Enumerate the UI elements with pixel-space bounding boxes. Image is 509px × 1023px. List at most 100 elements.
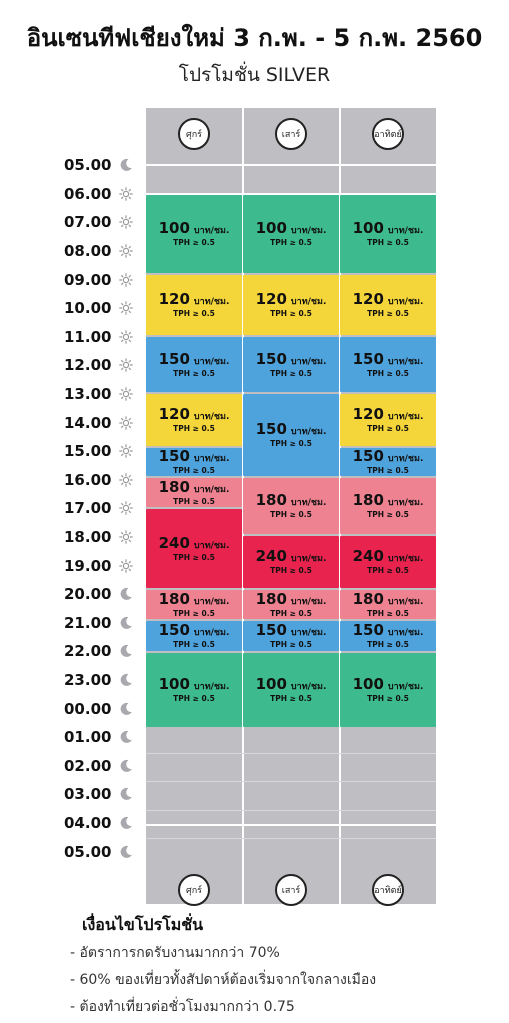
price-unit: บาท/ชม. [290, 498, 327, 508]
price-block: 180 บาท/ชม. TPH ≥ 0.5 [243, 478, 339, 534]
time-row: 15.00 [64, 437, 144, 466]
hour-line [146, 752, 436, 754]
conditions-title: เงื่อนไขโปรโมชั่น [82, 915, 204, 934]
price-unit: บาท/ชม. [193, 226, 230, 236]
price-line: 180 บาท/ชม. [256, 591, 327, 607]
time-row: 22.00 [64, 637, 144, 666]
price-value: 100 [158, 219, 190, 237]
sun-icon [118, 443, 134, 459]
column-separator [241, 108, 244, 904]
tph-requirement: TPH ≥ 0.5 [367, 640, 409, 649]
sun-icon [118, 472, 134, 488]
price-unit: บาท/ชม. [387, 596, 424, 607]
price-line: 180 บาท/ชม. [159, 591, 230, 607]
sun-icon [118, 558, 134, 574]
price-value: 120 [158, 405, 190, 423]
price-value: 180 [255, 491, 287, 509]
row-separator [146, 192, 436, 195]
moon-icon [118, 157, 134, 173]
tph-requirement: TPH ≥ 0.5 [367, 368, 409, 378]
moon-icon [118, 786, 134, 802]
time-row: 17.00 [64, 494, 144, 523]
time-label: 01.00 [64, 728, 112, 747]
price-block: 120 บาท/ชม. TPH ≥ 0.5 [146, 394, 242, 446]
price-unit: บาท/ชม. [387, 554, 424, 564]
tph-requirement: TPH ≥ 0.5 [367, 466, 409, 475]
price-line: 120 บาท/ชม. [159, 407, 230, 422]
price-unit: บาท/ชม. [387, 356, 424, 367]
time-label: 13.00 [64, 385, 112, 404]
moon-icon [118, 615, 134, 631]
price-line: 150 บาท/ชม. [353, 623, 424, 638]
price-value: 150 [158, 349, 190, 368]
sun-icon [118, 214, 134, 230]
price-block: 150 บาท/ชม. TPH ≥ 0.5 [243, 621, 339, 651]
price-value: 150 [158, 621, 190, 639]
price-value: 100 [255, 219, 287, 237]
price-unit: บาท/ชม. [193, 356, 230, 367]
column-separator [338, 108, 341, 904]
price-line: 150 บาท/ชม. [256, 623, 327, 638]
sun-icon [118, 357, 134, 373]
price-unit: บาท/ชม. [193, 484, 230, 495]
time-label: 10.00 [64, 299, 112, 318]
day-badge-top: เสาร์ [275, 118, 307, 150]
price-block: 180 บาท/ชม. TPH ≥ 0.5 [146, 478, 242, 507]
condition-item: - ต้องทำเที่ยวต่อชั่วโมงมากกว่า 0.75 [70, 999, 295, 1015]
time-row: 04.00 [64, 809, 144, 838]
price-line: 100 บาท/ชม. [256, 221, 327, 236]
price-unit: บาท/ชม. [193, 596, 230, 607]
price-block: 150 บาท/ชม. TPH ≥ 0.5 [146, 621, 242, 651]
price-value: 120 [352, 405, 384, 423]
price-value: 120 [158, 290, 190, 308]
price-block: 120 บาท/ชม. TPH ≥ 0.5 [146, 275, 242, 335]
price-value: 150 [352, 349, 384, 368]
time-row: 05.00 [64, 837, 144, 866]
price-line: 100 บาท/ชม. [159, 221, 230, 236]
price-line: 150 บาท/ชม. [256, 422, 327, 437]
price-block: 150 บาท/ชม. TPH ≥ 0.5 [146, 448, 242, 476]
schedule-grid: ศุกร์ ศุกร์ เสาร์ เสาร์ อาทิตย์ อาทิตย์ 100 บาท… [146, 108, 436, 906]
hour-line [146, 781, 436, 783]
sun-icon [118, 386, 134, 402]
price-line: 240 บาท/ชม. [159, 535, 230, 551]
price-block: 180 บาท/ชม. TPH ≥ 0.5 [243, 590, 339, 619]
day-badge-bottom: ศุกร์ [178, 874, 210, 906]
price-unit: บาท/ชม. [193, 540, 230, 551]
price-line: 240 บาท/ชม. [256, 549, 327, 564]
tph-requirement: TPH ≥ 0.5 [173, 496, 215, 506]
price-value: 100 [352, 675, 384, 693]
price-line: 150 บาท/ชม. [159, 623, 230, 638]
time-label: 16.00 [64, 470, 112, 489]
price-line: 120 บาท/ชม. [353, 292, 424, 307]
time-row: 06.00 [64, 180, 144, 209]
price-unit: บาท/ชม. [387, 628, 424, 638]
tph-requirement: TPH ≥ 0.5 [173, 424, 215, 433]
tph-requirement: TPH ≥ 0.5 [270, 439, 312, 448]
price-line: 240 บาท/ชม. [353, 549, 424, 564]
price-unit: บาท/ชม. [290, 628, 327, 638]
tph-requirement: TPH ≥ 0.5 [367, 694, 409, 703]
price-value: 150 [352, 621, 384, 639]
time-label: 18.00 [64, 528, 112, 547]
promotion-subtitle: โปรโมชั่น SILVER [178, 64, 331, 86]
price-value: 150 [352, 447, 384, 465]
tph-requirement: TPH ≥ 0.5 [367, 608, 409, 618]
time-label: 07.00 [64, 213, 112, 232]
time-label: 05.00 [64, 842, 112, 861]
price-block: 100 บาท/ชม. TPH ≥ 0.5 [340, 195, 436, 273]
time-label: 15.00 [64, 442, 112, 461]
time-row: 07.00 [64, 208, 144, 237]
price-value: 100 [255, 675, 287, 693]
tph-requirement: TPH ≥ 0.5 [270, 608, 312, 618]
time-row: 19.00 [64, 551, 144, 580]
price-line: 150 บาท/ชม. [158, 349, 230, 368]
day-badge-top: อาทิตย์ [372, 118, 404, 150]
price-block: 120 บาท/ชม. TPH ≥ 0.5 [340, 275, 436, 335]
time-label: 17.00 [64, 499, 112, 518]
price-block: 240 บาท/ชม. TPH ≥ 0.5 [340, 536, 436, 588]
tph-requirement: TPH ≥ 0.5 [173, 238, 215, 247]
moon-icon [118, 815, 134, 831]
price-unit: บาท/ชม. [193, 682, 230, 692]
moon-icon [118, 701, 134, 717]
